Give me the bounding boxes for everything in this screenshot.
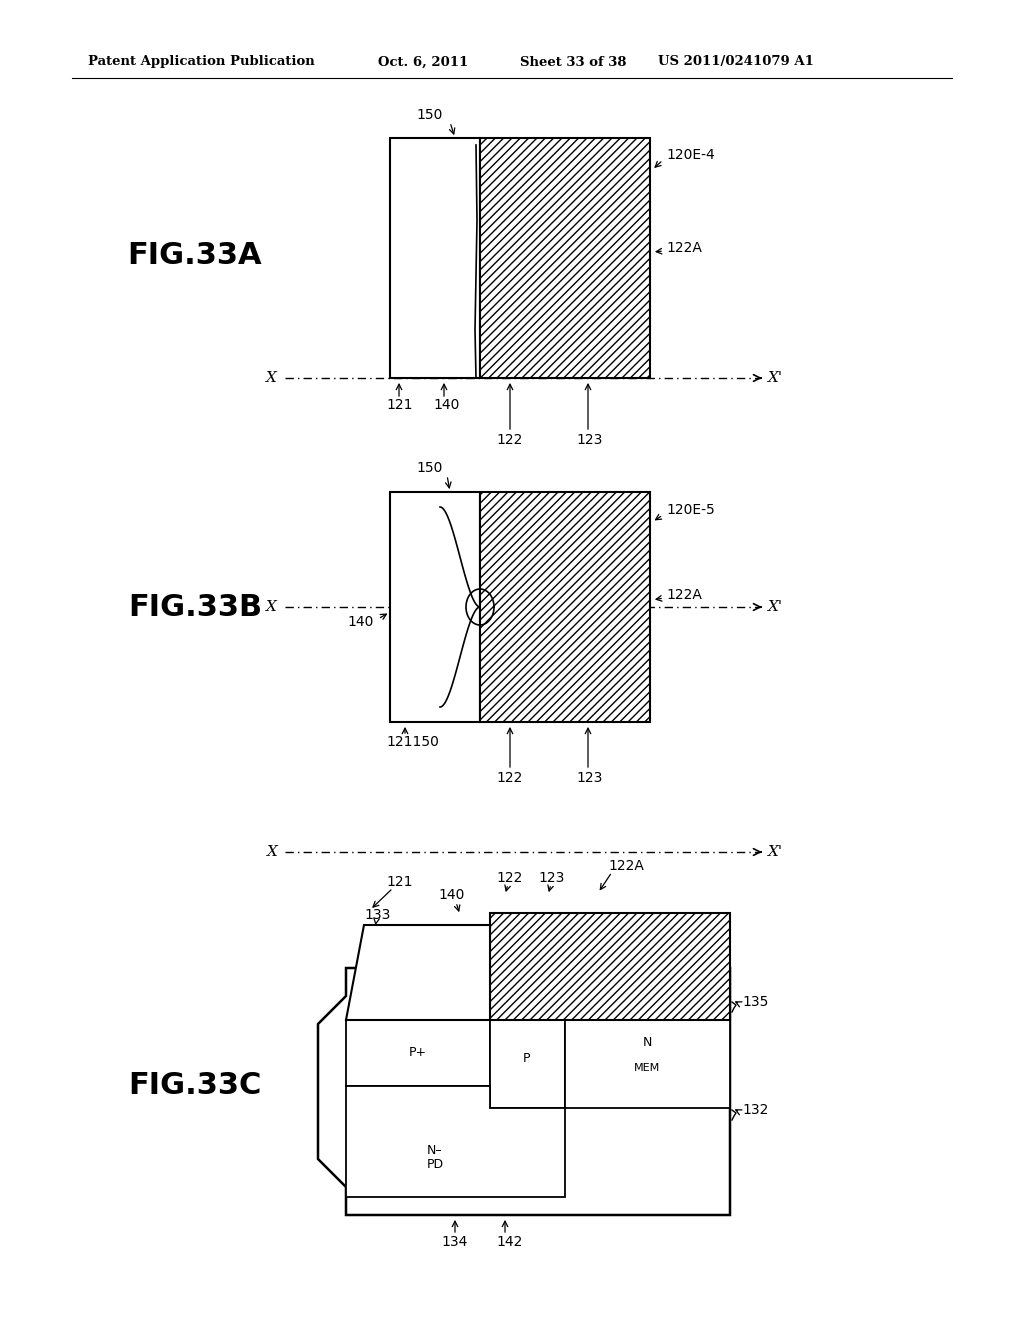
Text: MEM: MEM <box>634 1063 660 1073</box>
Text: 150: 150 <box>417 461 443 475</box>
Text: 150: 150 <box>417 108 443 121</box>
Polygon shape <box>346 1086 565 1197</box>
Bar <box>480 492 650 722</box>
Text: Oct. 6, 2011: Oct. 6, 2011 <box>378 55 468 69</box>
Text: US 2011/0241079 A1: US 2011/0241079 A1 <box>658 55 814 69</box>
Text: 122A: 122A <box>666 242 701 255</box>
Text: 122: 122 <box>497 433 523 447</box>
Text: X: X <box>266 601 278 614</box>
Text: Patent Application Publication: Patent Application Publication <box>88 55 314 69</box>
Text: PD: PD <box>426 1159 443 1172</box>
Text: N: N <box>642 1035 651 1048</box>
Text: 132: 132 <box>742 1104 768 1117</box>
Text: Sheet 33 of 38: Sheet 33 of 38 <box>520 55 627 69</box>
Bar <box>490 913 730 1020</box>
Text: 121: 121 <box>387 399 414 412</box>
Bar <box>390 492 480 722</box>
Text: 134: 134 <box>441 1236 468 1249</box>
Text: FIG.33B: FIG.33B <box>128 593 262 622</box>
Text: 140: 140 <box>434 399 460 412</box>
Text: P-Well: P-Well <box>351 1187 389 1200</box>
Text: X': X' <box>768 371 783 385</box>
Text: 122: 122 <box>497 871 523 884</box>
Text: N–: N– <box>427 1144 442 1158</box>
Bar <box>390 139 480 378</box>
Text: 121150: 121150 <box>387 735 439 748</box>
Polygon shape <box>565 1020 730 1107</box>
Text: 123: 123 <box>577 433 603 447</box>
Text: 122A: 122A <box>666 587 701 602</box>
Text: 135: 135 <box>742 995 768 1008</box>
Polygon shape <box>318 968 730 1214</box>
Text: 133: 133 <box>365 908 391 921</box>
Text: 122: 122 <box>497 771 523 785</box>
Text: 121: 121 <box>387 875 414 888</box>
Text: 140: 140 <box>439 888 465 902</box>
Polygon shape <box>346 1020 490 1086</box>
Text: 123: 123 <box>539 871 565 884</box>
Text: P+: P+ <box>409 1047 427 1060</box>
Text: X: X <box>267 845 278 859</box>
Text: 140: 140 <box>347 615 374 630</box>
Bar <box>480 139 650 378</box>
Text: 122A: 122A <box>608 859 644 873</box>
Polygon shape <box>346 925 490 1020</box>
Text: X': X' <box>768 845 783 859</box>
Text: 120E-4: 120E-4 <box>666 148 715 162</box>
Text: FIG.33C: FIG.33C <box>128 1071 262 1100</box>
Polygon shape <box>490 1020 565 1107</box>
Text: 123: 123 <box>577 771 603 785</box>
Text: X': X' <box>768 601 783 614</box>
Text: X: X <box>266 371 278 385</box>
Text: 142: 142 <box>497 1236 523 1249</box>
Text: FIG.33A: FIG.33A <box>128 240 262 269</box>
Text: 120E-5: 120E-5 <box>666 503 715 517</box>
Text: P: P <box>523 1052 530 1064</box>
